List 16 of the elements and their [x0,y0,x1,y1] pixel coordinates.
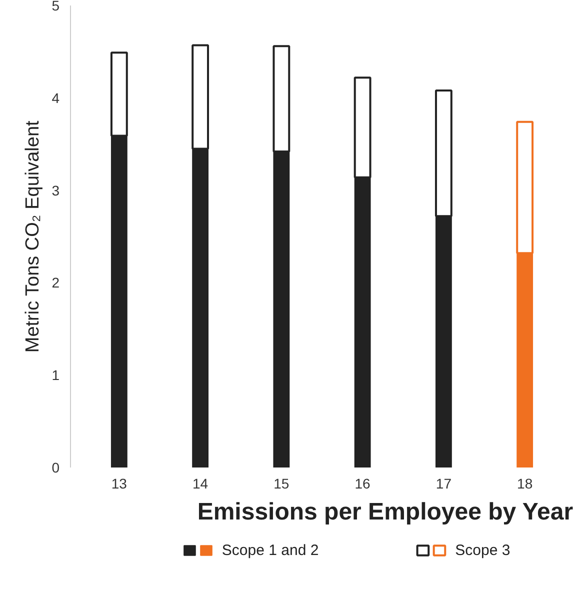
y-tick-label: 2 [52,274,60,291]
x-tick-label: 18 [517,476,533,492]
y-tick-label: 3 [52,182,60,198]
x-tick-label: 16 [354,476,371,492]
y-tick-label: 4 [52,90,60,106]
x-tick-label: 17 [436,476,452,492]
y-tick-label: 5 [52,0,60,14]
x-tick-label: 15 [274,476,290,492]
legend-label: Scope 1 and 2 [222,542,319,559]
legend-label: Scope 3 [455,542,510,559]
x-tick-label: 14 [192,476,208,492]
text: Emissions per Employee by Year [197,498,574,526]
y-tick-label: 1 [52,367,60,384]
y-tick-label: 0 [52,460,60,476]
x-tick-label: 13 [111,476,128,492]
y-axis-title: Metric Tons CO₂ Equivalent [22,120,44,353]
